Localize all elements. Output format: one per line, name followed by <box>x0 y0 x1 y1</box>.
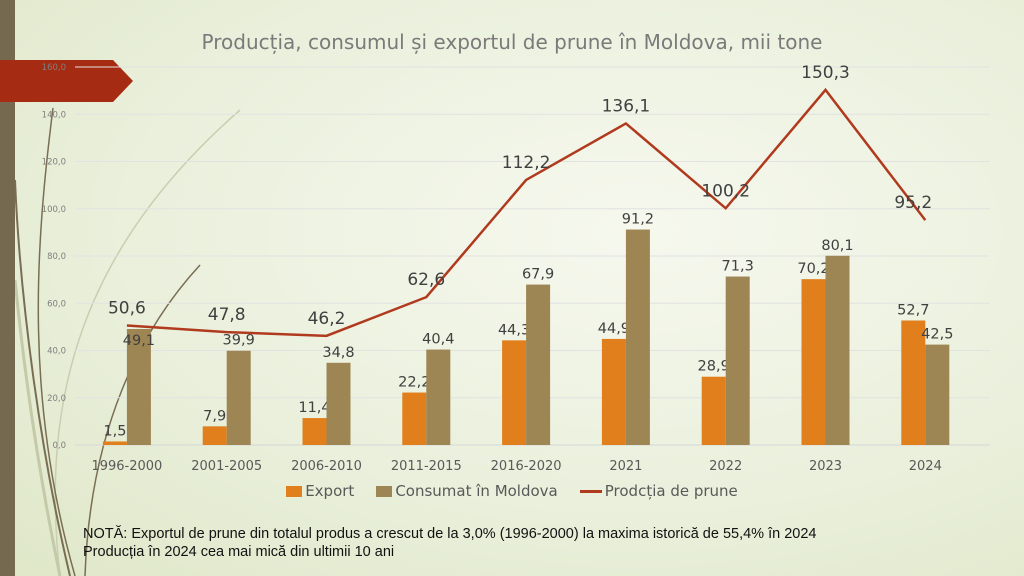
data-label: 22,2 <box>398 375 430 391</box>
bar-consumat <box>625 229 650 445</box>
y-tick-label: 80,0 <box>47 252 66 262</box>
bar-consumat <box>526 284 551 445</box>
y-tick-label: 40,0 <box>47 347 66 357</box>
data-label: 67,9 <box>522 267 554 283</box>
data-label: 44,9 <box>598 321 630 337</box>
data-label: 7,9 <box>203 408 226 424</box>
bar-export <box>801 279 826 445</box>
x-tick-label: 2022 <box>709 459 742 474</box>
x-tick-label: 2024 <box>909 459 942 474</box>
data-label: 1,5 <box>103 423 126 439</box>
y-tick-label: 100,0 <box>42 205 66 215</box>
data-label: 71,3 <box>722 259 754 275</box>
bar-consumat <box>426 349 451 445</box>
y-tick-label: 0,0 <box>52 441 66 451</box>
line-data-label: 50,6 <box>108 298 146 318</box>
line-data-label: 95,2 <box>894 193 932 213</box>
legend-label: Consumat în Moldova <box>395 482 558 500</box>
data-label: 42,5 <box>921 327 953 343</box>
line-data-label: 100,2 <box>701 181 750 201</box>
bar-consumat <box>326 362 351 445</box>
bar-export <box>901 320 926 445</box>
note: NOTĂ: Exportul de prune din totalul prod… <box>83 525 816 561</box>
data-label: 34,8 <box>322 345 354 361</box>
legend: Export Consumat în Moldova Prodcția de p… <box>0 482 1024 500</box>
bar-consumat <box>925 344 950 445</box>
data-label: 91,2 <box>622 212 654 228</box>
x-tick-label: 2016-2020 <box>491 459 562 474</box>
y-tick-label: 160,0 <box>42 63 66 73</box>
legend-consumat: Consumat în Moldova <box>376 482 558 500</box>
x-tick-label: 2001-2005 <box>191 459 262 474</box>
data-label: 39,9 <box>223 333 255 349</box>
data-label: 80,1 <box>821 238 853 254</box>
bar-consumat <box>825 255 850 445</box>
line-data-label: 46,2 <box>308 309 346 329</box>
x-tick-label: 2006-2010 <box>291 459 362 474</box>
y-tick-label: 140,0 <box>42 110 66 120</box>
x-tick-label: 2021 <box>609 459 642 474</box>
data-label: 49,1 <box>123 333 155 349</box>
data-label: 70,2 <box>797 261 829 277</box>
legend-export: Export <box>286 482 354 500</box>
legend-productie: Prodcția de prune <box>579 482 738 500</box>
line-data-label: 136,1 <box>602 96 651 116</box>
bar-export <box>601 338 626 445</box>
bar-export <box>701 376 726 445</box>
x-tick-label: 1996-2000 <box>91 459 162 474</box>
data-label: 44,3 <box>498 322 530 338</box>
title-banner <box>0 60 133 102</box>
bar-consumat <box>725 276 750 445</box>
line-data-label: 150,3 <box>801 63 850 83</box>
bar-export <box>402 392 427 445</box>
bar-export <box>502 340 527 445</box>
bar-consumat <box>126 329 151 445</box>
data-label: 28,9 <box>698 359 730 375</box>
y-tick-label: 20,0 <box>47 394 66 404</box>
x-tick-label: 2023 <box>809 459 842 474</box>
y-tick-label: 60,0 <box>47 299 66 309</box>
legend-label: Export <box>305 482 355 500</box>
line-data-label: 62,6 <box>407 270 445 290</box>
line-productie <box>126 87 927 338</box>
bar-export <box>302 418 327 445</box>
note-line-2: Producția în 2024 cea mai mică din ultim… <box>83 544 395 560</box>
bar-export <box>202 426 227 445</box>
data-label: 40,4 <box>422 332 454 348</box>
x-tick-label: 2011-2015 <box>391 459 462 474</box>
data-label: 11,4 <box>298 400 330 416</box>
legend-label: Prodcția de prune <box>604 482 738 500</box>
y-tick-label: 120,0 <box>42 158 66 168</box>
bar-export <box>102 441 127 445</box>
sidebar-stripe <box>0 0 15 576</box>
line-data-label: 47,8 <box>208 305 246 325</box>
chart-title: Producția, consumul și exportul de prune… <box>201 30 823 54</box>
line-data-label: 112,2 <box>502 153 551 173</box>
bar-consumat <box>226 350 251 445</box>
data-label: 52,7 <box>897 302 929 318</box>
note-line-1: NOTĂ: Exportul de prune din totalul prod… <box>83 526 817 542</box>
